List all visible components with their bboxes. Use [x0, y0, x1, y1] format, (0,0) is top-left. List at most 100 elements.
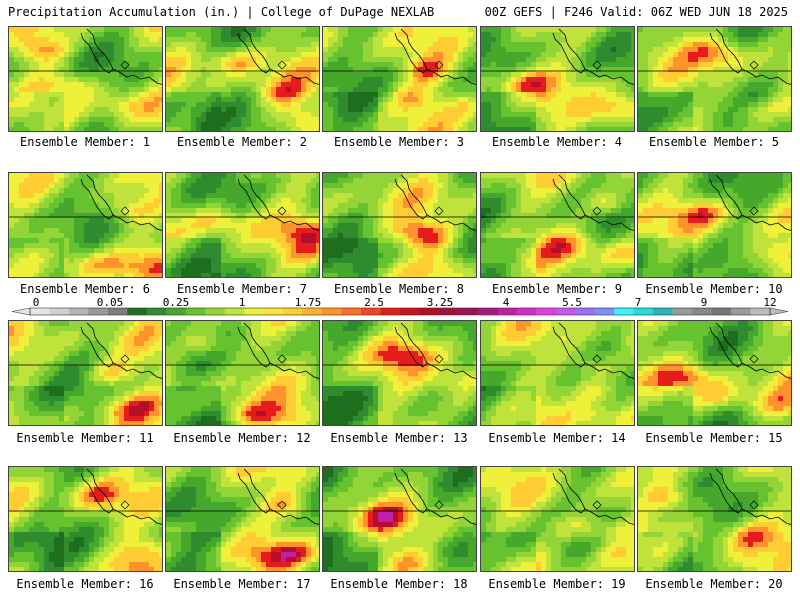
colorbar-right-arrow [769, 307, 789, 316]
ensemble-member-map [637, 466, 792, 572]
precip-field [481, 467, 634, 571]
coastline [709, 28, 743, 74]
ensemble-member-map [8, 26, 163, 132]
ensemble-member-label: Ensemble Member: 15 [645, 431, 783, 445]
coastline [394, 322, 428, 368]
island-outline [434, 354, 444, 364]
island-outline [592, 500, 602, 510]
coastline [394, 174, 428, 220]
colorbar-swatch [283, 308, 304, 315]
colorbar-tick-label: 12 [763, 298, 776, 309]
island-outline [277, 354, 287, 364]
precip-field [166, 467, 319, 571]
island-outline [434, 500, 444, 510]
coastline [237, 322, 271, 368]
colorbar-swatch [380, 308, 401, 315]
coastline [112, 362, 162, 379]
colorbar-swatch [516, 308, 537, 315]
ensemble-member-label: Ensemble Member: 9 [491, 282, 623, 296]
colorbar-swatch [30, 308, 50, 315]
coastline [237, 28, 271, 74]
colorbar-tick-label: 0.05 [97, 298, 124, 309]
colorbar-tick-label: 0 [33, 298, 40, 309]
coastline [394, 28, 428, 74]
colorbar-swatch [438, 308, 459, 315]
colorbar-tick-label: 2.5 [364, 298, 384, 309]
coastline [112, 68, 162, 85]
island-outline [277, 206, 287, 216]
colorbar-swatch [633, 308, 654, 315]
coastline [552, 468, 586, 514]
coastline [269, 362, 319, 379]
coastline [741, 508, 791, 525]
colorbar-swatch [361, 308, 381, 315]
ensemble-member-map [8, 172, 163, 278]
precip-field [481, 27, 634, 131]
ensemble-member-label: Ensemble Member: 19 [488, 577, 626, 591]
ensemble-member-label: Ensemble Member: 8 [333, 282, 465, 296]
ensemble-member-label: Ensemble Member: 5 [648, 135, 780, 149]
ensemble-member-label: Ensemble Member: 16 [16, 577, 154, 591]
coastline [584, 214, 634, 231]
island-outline [434, 206, 444, 216]
colorbar-tick-label: 1 [239, 298, 246, 309]
coastline [584, 508, 634, 525]
ensemble-member-map [480, 26, 635, 132]
colorbar-swatch [419, 308, 440, 315]
ensemble-member-label: Ensemble Member: 1 [19, 135, 151, 149]
island-outline [749, 60, 759, 70]
ensemble-member-label: Ensemble Member: 4 [491, 135, 623, 149]
ensemble-member-label: Ensemble Member: 18 [330, 577, 468, 591]
island-outline [434, 60, 444, 70]
ensemble-member-map [637, 172, 792, 278]
coastline [237, 468, 271, 514]
precip-field [323, 467, 476, 571]
island-outline [749, 500, 759, 510]
ensemble-member-label: Ensemble Member: 20 [645, 577, 783, 591]
coastline [394, 468, 428, 514]
coastline [426, 68, 476, 85]
coastline [80, 322, 114, 368]
precip-field [9, 173, 162, 277]
island-outline [749, 206, 759, 216]
colorbar-swatch [692, 308, 712, 315]
ensemble-member-label: Ensemble Member: 7 [176, 282, 308, 296]
coastline [80, 174, 114, 220]
colorbar-swatch [672, 308, 693, 315]
coastline [741, 68, 791, 85]
colorbar-swatch [166, 308, 187, 315]
ensemble-member-label: Ensemble Member: 3 [333, 135, 465, 149]
precip-field [481, 173, 634, 277]
island-outline [120, 500, 130, 510]
colorbar-tick-label: 3.25 [427, 298, 454, 309]
colorbar-swatch [263, 308, 284, 315]
ensemble-member-map [637, 320, 792, 426]
colorbar-swatch [127, 308, 148, 315]
colorbar-tick-label: 5.5 [562, 298, 582, 309]
colorbar-tick-label: 1.75 [295, 298, 322, 309]
precip-field [323, 173, 476, 277]
colorbar-swatch [322, 308, 342, 315]
precip-field [638, 467, 791, 571]
coastline [709, 468, 743, 514]
precip-field [323, 321, 476, 425]
map-title: Precipitation Accumulation (in.) | Colle… [8, 5, 435, 19]
island-outline [592, 60, 602, 70]
ensemble-member-label: Ensemble Member: 12 [173, 431, 311, 445]
colorbar-swatch [731, 308, 751, 315]
coastline [426, 214, 476, 231]
precip-field [638, 173, 791, 277]
ensemble-member-map [322, 172, 477, 278]
colorbar-swatch [224, 308, 245, 315]
ensemble-member-label: Ensemble Member: 11 [16, 431, 154, 445]
ensemble-member-map [637, 26, 792, 132]
coastline [552, 28, 586, 74]
ensemble-member-label: Ensemble Member: 14 [488, 431, 626, 445]
run-valid-time: 00Z GEFS | F246 Valid: 06Z WED JUN 18 20… [484, 5, 788, 19]
precip-field [638, 27, 791, 131]
coastline [709, 174, 743, 220]
colorbar-swatch [575, 308, 596, 315]
island-outline [120, 354, 130, 364]
coastline [80, 468, 114, 514]
coastline [584, 362, 634, 379]
